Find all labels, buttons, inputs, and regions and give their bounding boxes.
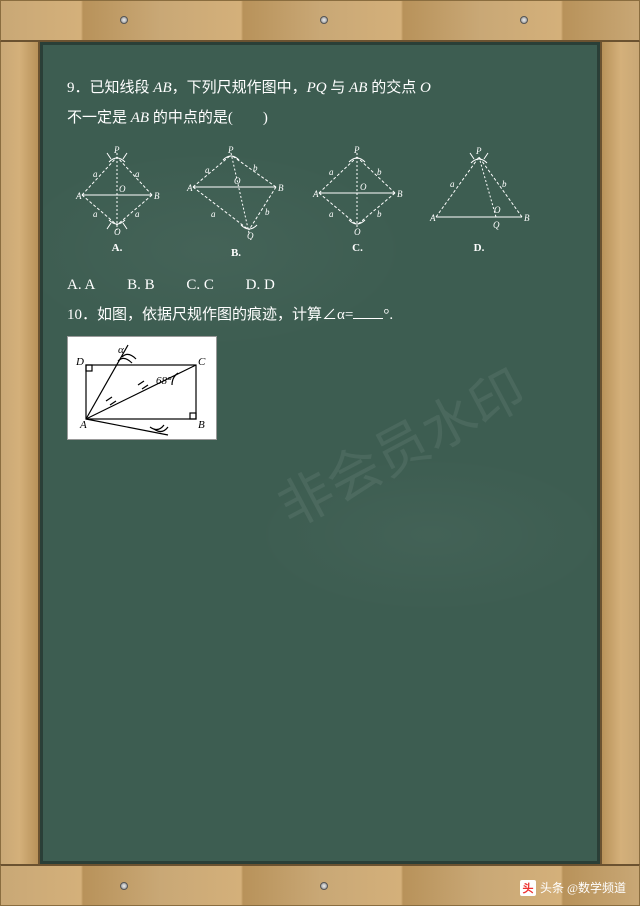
watermark: 非会员水印: [257, 338, 546, 560]
choice-d[interactable]: D. D: [246, 277, 275, 293]
q9-fig-a-svg: P Q A B O a a a a: [67, 145, 167, 235]
q9-l2a: 不一定是: [67, 110, 131, 126]
svg-text:Q: Q: [114, 227, 121, 235]
q9-fig-d-label: D.: [474, 237, 485, 259]
angle-68: 68°: [156, 375, 172, 387]
q9-l2b: 的中点的是( ): [149, 110, 268, 126]
svg-text:B: B: [524, 213, 530, 223]
q9-fig-d-svg: P Q A B O a b: [424, 145, 534, 235]
q9-o: O: [420, 80, 431, 96]
svg-text:O: O: [494, 205, 501, 215]
angle-alpha: α: [118, 344, 124, 356]
svg-text:a: a: [205, 165, 210, 175]
svg-text:a: a: [93, 169, 98, 179]
q9-line1: 9．已知线段 AB，下列尺规作图中，PQ 与 AB 的交点 O: [67, 73, 573, 103]
q9-line2: 不一定是 AB 的中点的是( ): [67, 103, 573, 133]
q9-fig-a: P Q A B O a a a a A.: [67, 145, 167, 264]
q9-fig-c-svg: P Q A B O a b a b: [305, 145, 410, 235]
q9-ab2: AB: [349, 80, 367, 96]
svg-text:b: b: [253, 163, 258, 173]
svg-text:Q: Q: [247, 231, 254, 240]
svg-text:a: a: [135, 169, 140, 179]
svg-text:a: a: [93, 209, 98, 219]
q10-t2: °.: [383, 307, 393, 323]
choice-a[interactable]: A. A: [67, 277, 95, 293]
q9-number: 9．: [67, 80, 90, 96]
svg-text:Q: Q: [354, 227, 361, 235]
svg-text:P: P: [227, 145, 234, 155]
chalkboard: 非会员水印 9．已知线段 AB，下列尺规作图中，PQ 与 AB 的交点 O 不一…: [40, 42, 600, 864]
svg-text:A: A: [75, 191, 82, 201]
q9-seg-ab: AB: [153, 80, 171, 96]
svg-text:A: A: [312, 189, 319, 199]
svg-text:O: O: [360, 182, 367, 192]
q9-choices: A. A B. B C. C D. D: [67, 270, 573, 300]
q9-fig-c-label: C.: [352, 237, 363, 259]
svg-text:a: a: [450, 179, 455, 189]
choice-b[interactable]: B. B: [127, 277, 155, 293]
svg-text:b: b: [377, 167, 382, 177]
q10-blank: [353, 306, 383, 320]
q10-t1: 如图，依据尺规作图的痕迹，计算∠α=: [97, 307, 353, 323]
footer-credit: 头 头条 @数学频道: [520, 879, 626, 896]
svg-text:P: P: [353, 145, 360, 155]
svg-text:a: a: [211, 209, 216, 219]
q9-t2: ，下列尺规作图中，: [172, 80, 307, 96]
q9-ab3: AB: [131, 110, 149, 126]
svg-text:A: A: [429, 213, 436, 223]
q9-fig-c: P Q A B O a b a b C.: [305, 145, 410, 264]
svg-text:O: O: [119, 184, 126, 194]
svg-text:P: P: [113, 145, 120, 155]
footer-text: 头条 @数学频道: [540, 879, 626, 896]
svg-text:A: A: [186, 183, 193, 193]
q10-text: 10．如图，依据尺规作图的痕迹，计算∠α= °.: [67, 300, 573, 330]
q9-t3: 与: [327, 80, 350, 96]
pt-D: D: [75, 356, 84, 368]
svg-text:b: b: [377, 209, 382, 219]
q10-number: 10．: [67, 307, 97, 323]
svg-text:Q: Q: [493, 220, 500, 230]
q9-fig-b-label: B.: [231, 242, 241, 264]
q9-fig-d: P Q A B O a b D.: [424, 145, 534, 264]
q9-fig-b: P Q A B O a b a b B.: [181, 145, 291, 264]
pt-B: B: [198, 419, 205, 431]
svg-text:P: P: [475, 146, 482, 156]
pt-A: A: [79, 419, 87, 431]
svg-text:a: a: [329, 209, 334, 219]
q9-figures-row: P Q A B O a a a a A.: [67, 145, 573, 264]
svg-text:B: B: [397, 189, 403, 199]
q9-t1: 已知线段: [90, 80, 154, 96]
svg-text:B: B: [154, 191, 160, 201]
svg-text:b: b: [265, 207, 270, 217]
footer-logo: 头: [520, 880, 536, 896]
q9-t4: 的交点: [367, 80, 420, 96]
q10-figure-svg: A B C D 68° α: [68, 337, 218, 441]
q9-fig-a-label: A.: [112, 237, 123, 259]
svg-text:a: a: [329, 167, 334, 177]
pt-C: C: [198, 356, 206, 368]
q10-figure: A B C D 68° α: [67, 336, 217, 440]
q9-fig-b-svg: P Q A B O a b a b: [181, 145, 291, 240]
svg-text:a: a: [135, 209, 140, 219]
svg-text:b: b: [502, 179, 507, 189]
q9-pq: PQ: [307, 80, 327, 96]
choice-c[interactable]: C. C: [186, 277, 214, 293]
svg-text:O: O: [234, 176, 241, 186]
svg-text:B: B: [278, 183, 284, 193]
